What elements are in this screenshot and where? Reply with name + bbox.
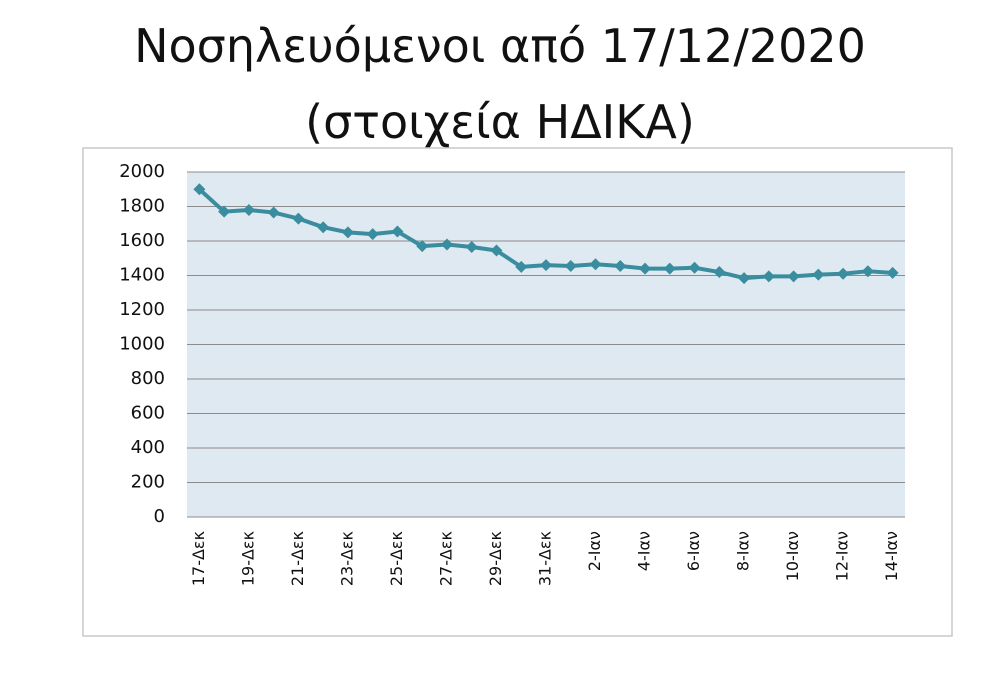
y-tick-label: 1000 [119, 334, 165, 355]
data-point [886, 266, 899, 279]
data-point [292, 212, 305, 225]
data-point [738, 272, 751, 285]
x-tick-label: 2-Ιαν [585, 531, 604, 571]
data-point [713, 266, 726, 279]
x-tick-label: 31-Δεκ [536, 530, 555, 586]
data-point [193, 183, 206, 196]
data-point [762, 270, 775, 283]
data-point [490, 244, 503, 257]
x-tick-label: 27-Δεκ [436, 530, 455, 586]
x-tick-label: 17-Δεκ [189, 530, 208, 586]
x-tick-label: 14-Ιαν [882, 531, 901, 581]
data-point [639, 262, 652, 275]
y-tick-label: 800 [131, 368, 165, 389]
data-point [440, 238, 453, 251]
x-tick-label: 25-Δεκ [387, 530, 406, 586]
data-point [366, 228, 379, 241]
data-point [837, 267, 850, 280]
x-tick-label: 21-Δεκ [288, 530, 307, 586]
data-point [391, 225, 404, 238]
data-point [663, 262, 676, 275]
y-tick-label: 1600 [119, 230, 165, 251]
chart-subtitle: (στοιχεία ΗΔΙΚΑ) [305, 95, 695, 149]
data-point [242, 203, 255, 216]
data-point [465, 241, 478, 254]
data-point [218, 205, 231, 218]
x-tick-label: 8-Ιαν [734, 531, 753, 571]
data-point [861, 265, 874, 278]
x-tick-label: 6-Ιαν [684, 531, 703, 571]
x-tick-label: 19-Δεκ [238, 530, 257, 586]
data-point [564, 260, 577, 273]
data-point [614, 260, 627, 273]
y-tick-label: 600 [131, 403, 165, 424]
y-tick-label: 1800 [119, 196, 165, 217]
data-point [317, 221, 330, 234]
data-point [787, 270, 800, 283]
x-tick-label: 29-Δεκ [486, 530, 505, 586]
y-tick-label: 0 [154, 506, 165, 527]
data-point [416, 240, 429, 253]
chart-title: Νοσηλευόμενοι από 17/12/2020 [134, 19, 866, 73]
y-tick-label: 200 [131, 472, 165, 493]
y-tick-label: 400 [131, 437, 165, 458]
data-point [540, 259, 552, 272]
data-point [589, 258, 602, 271]
y-tick-label: 2000 [119, 161, 165, 182]
y-tick-label: 1400 [119, 265, 165, 286]
y-tick-label: 1200 [119, 299, 165, 320]
data-point [688, 261, 701, 274]
data-point [515, 260, 528, 273]
data-point [267, 206, 280, 219]
data-point [341, 226, 354, 239]
x-tick-label: 12-Ιαν [833, 531, 852, 581]
x-tick-label: 23-Δεκ [337, 530, 356, 586]
x-tick-label: 4-Ιαν [635, 531, 654, 571]
data-point [812, 268, 825, 281]
x-tick-label: 10-Ιαν [783, 531, 802, 581]
